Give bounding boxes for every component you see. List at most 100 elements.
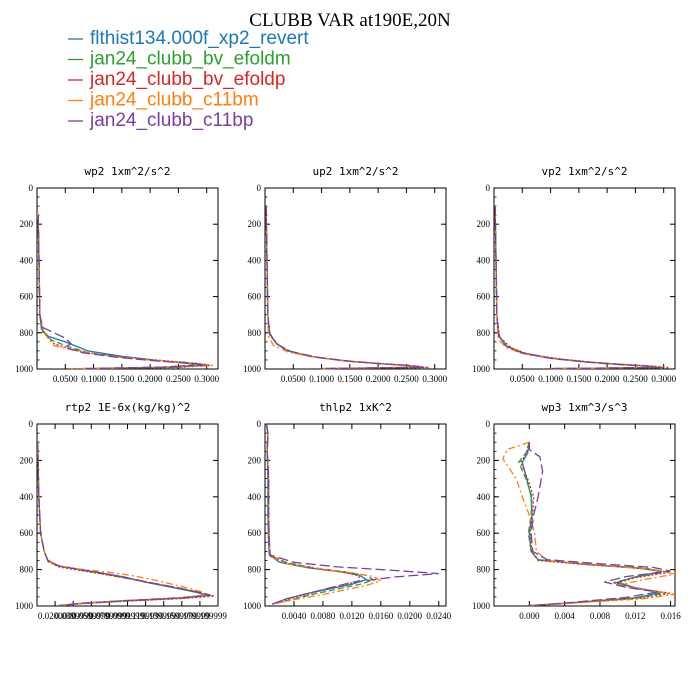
x-tick-label: 0.0500: [510, 374, 535, 384]
chart-panel: wp2 1xm^2/s^2 0 200 400 600 800 1000 0.0500 0.10…: [15, 165, 220, 384]
y-tick-label: 0: [29, 183, 34, 193]
y-tick-label: 800: [20, 565, 34, 575]
x-tick-label: 0.2000: [138, 374, 163, 384]
y-tick-label: 1000: [472, 601, 491, 611]
series-line: [37, 215, 207, 370]
y-tick-label: 800: [248, 565, 262, 575]
x-tick-label: 0.012: [625, 611, 645, 621]
x-tick-label: 0.0599999: [72, 611, 111, 621]
series-line: [265, 423, 368, 605]
panel-title: vp2 1xm^2/s^2: [541, 165, 627, 178]
y-tick-label: 1000: [15, 364, 34, 374]
x-tick-label: 0.3000: [651, 374, 676, 384]
x-tick-label: 0.004: [555, 611, 576, 621]
x-tick-label: 0.1500: [109, 374, 134, 384]
series-line: [265, 206, 418, 370]
chart-panel: thlp2 1xK^2 0 200 400 600 800 1000 0.0040 0.0080…: [243, 401, 452, 621]
x-tick-label: 0.0500: [53, 374, 78, 384]
series-line: [37, 442, 208, 607]
series-line: [37, 215, 207, 370]
series-line: [37, 442, 211, 607]
legend-item: jan24_clubb_bv_efoldm: [68, 49, 291, 70]
panel-title: up2 1xm^2/s^2: [312, 165, 398, 178]
y-tick-label: 600: [248, 292, 262, 302]
y-tick-label: 0: [29, 419, 34, 429]
x-tick-label: 0.119999: [125, 611, 159, 621]
series-line: [37, 215, 202, 370]
plot-frame: [264, 187, 447, 370]
y-tick-label: 400: [477, 492, 491, 502]
y-tick-label: 200: [248, 219, 262, 229]
x-tick-label: 0.0200000: [38, 611, 77, 621]
x-tick-label: 0.159999: [159, 611, 193, 621]
chart-panel: wp3 1xm^3/s^3 0 200 400 600 800 1000 0.000 0.004…: [472, 401, 681, 621]
legend-item: flthist134.000f_xp2_revert: [68, 28, 309, 49]
legend: flthist134.000f_xp2_revertjan24_clubb_bv…: [68, 28, 309, 131]
x-tick-label: 0.000: [519, 611, 540, 621]
legend-label: flthist134.000f_xp2_revert: [90, 28, 309, 49]
y-tick-label: 1000: [15, 601, 34, 611]
y-tick-label: 200: [20, 455, 34, 465]
x-tick-label: 0.1000: [538, 374, 563, 384]
series-line: [265, 206, 424, 370]
y-tick-label: 800: [477, 565, 491, 575]
plot-frame: [493, 187, 676, 370]
y-tick-label: 800: [477, 328, 491, 338]
x-tick-label: 0.0080: [311, 611, 336, 621]
series-line: [37, 442, 215, 607]
legend-label: jan24_clubb_c11bm: [89, 90, 259, 111]
y-tick-label: 200: [20, 219, 34, 229]
series-line: [36, 213, 213, 370]
figure-title: CLUBB VAR at190E,20N: [249, 10, 451, 31]
y-tick-label: 600: [20, 292, 34, 302]
x-tick-label: 0.199999: [193, 611, 227, 621]
y-tick-label: 600: [20, 528, 34, 538]
chart-panel: rtp2 1E-6x(kg/kg)^2 0 200 400 600 800 1000 0.02…: [15, 401, 227, 621]
x-tick-label: 0.2500: [394, 374, 419, 384]
y-tick-label: 800: [248, 328, 262, 338]
x-tick-label: 0.2000: [366, 374, 391, 384]
legend-item: jan24_clubb_bv_efoldp: [68, 69, 285, 90]
series-line: [37, 442, 211, 607]
y-tick-label: 1000: [243, 364, 262, 374]
y-tick-label: 400: [20, 492, 34, 502]
series-line: [519, 442, 671, 607]
x-tick-label: 0.0399999: [55, 611, 94, 621]
x-tick-label: 0.3000: [422, 374, 447, 384]
series-line: [494, 206, 670, 370]
y-tick-label: 400: [20, 255, 34, 265]
y-tick-label: 0: [486, 183, 491, 193]
series-line: [265, 206, 418, 370]
x-tick-label: 0.2000: [595, 374, 620, 384]
y-tick-label: 1000: [472, 364, 491, 374]
y-tick-label: 400: [477, 255, 491, 265]
chart-panel: up2 1xm^2/s^2 0 200 400 600 800 1000 0.0500 0.10…: [243, 165, 448, 384]
series-line: [494, 206, 659, 370]
series-line: [37, 442, 210, 607]
x-tick-label: 0.2500: [166, 374, 191, 384]
y-tick-label: 200: [248, 455, 262, 465]
series-line: [37, 215, 213, 370]
series-line: [521, 442, 662, 607]
series-line: [265, 206, 424, 370]
y-tick-label: 600: [477, 528, 491, 538]
x-tick-label: 0.016: [660, 611, 681, 621]
y-tick-label: 0: [257, 419, 262, 429]
x-tick-label: 0.0240: [426, 611, 451, 621]
x-tick-label: 0.0799999: [89, 611, 128, 621]
y-tick-label: 200: [477, 219, 491, 229]
x-tick-label: 0.1500: [337, 374, 362, 384]
x-tick-label: 0.0200: [397, 611, 422, 621]
series-line: [265, 423, 439, 605]
legend-label: jan24_clubb_bv_efoldm: [89, 49, 291, 70]
x-tick-label: 0.0120: [340, 611, 365, 621]
y-tick-label: 0: [486, 419, 491, 429]
series-line: [494, 206, 664, 370]
x-tick-label: 0.0500: [281, 374, 306, 384]
x-tick-label: 0.1500: [566, 374, 591, 384]
panel-title: wp3 1xm^3/s^3: [541, 401, 627, 414]
legend-item: jan24_clubb_c11bp: [68, 110, 253, 131]
legend-item: jan24_clubb_c11bm: [68, 90, 259, 111]
x-tick-label: 0.008: [590, 611, 611, 621]
